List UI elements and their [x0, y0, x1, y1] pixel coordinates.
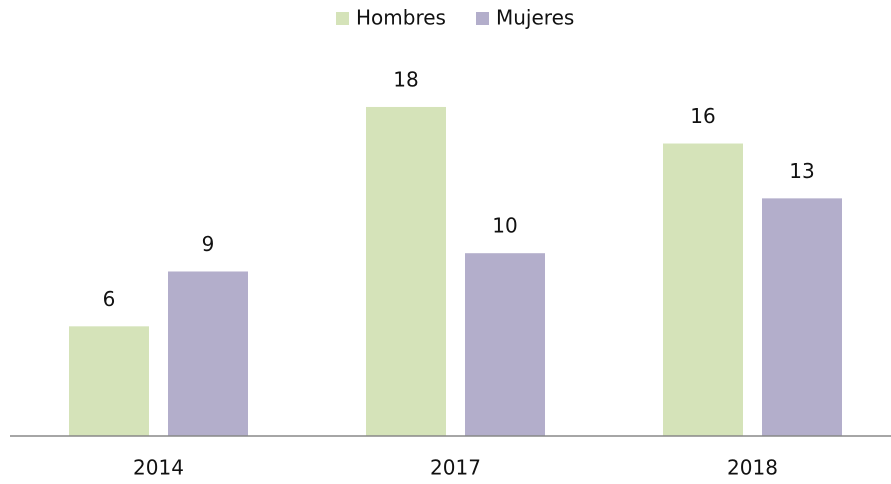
- data-label: 10: [492, 214, 517, 238]
- x-tick-label: 2018: [727, 456, 778, 480]
- legend-swatch: [336, 12, 349, 25]
- bar: [663, 143, 743, 436]
- data-label: 6: [103, 287, 116, 311]
- x-tick-label: 2017: [430, 456, 481, 480]
- legend-swatch: [476, 12, 489, 25]
- data-label: 16: [690, 104, 715, 128]
- data-label: 18: [393, 67, 418, 91]
- x-tick-label: 2014: [133, 456, 184, 480]
- bar: [168, 271, 248, 436]
- bar: [465, 253, 545, 436]
- data-label: 13: [789, 159, 814, 183]
- data-label: 9: [202, 232, 215, 256]
- bar: [762, 198, 842, 436]
- bar: [69, 326, 149, 436]
- legend-label: Hombres: [356, 6, 446, 30]
- bar: [366, 106, 446, 437]
- legend-label: Mujeres: [496, 6, 574, 30]
